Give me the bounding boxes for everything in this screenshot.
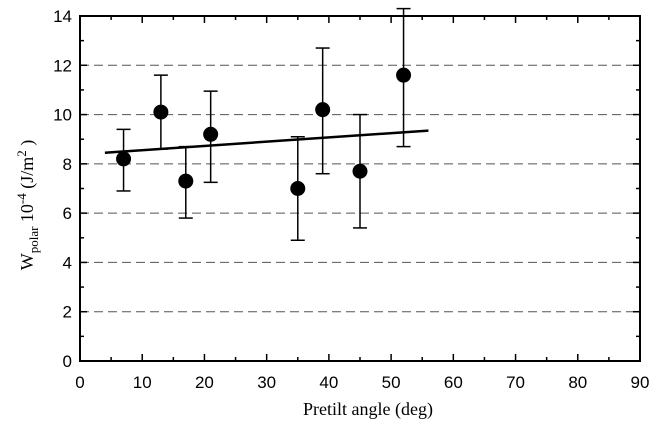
data-point-4 (290, 181, 306, 196)
y-axis-title-unit-open: (J/m (17, 157, 38, 194)
x-tick-label-10: 10 (133, 373, 152, 392)
data-point-2 (178, 173, 194, 189)
data-point-5 (315, 102, 331, 118)
data-point-3 (203, 126, 219, 142)
y-tick-label-4: 4 (63, 253, 72, 272)
y-axis-title-unit-close: ) (17, 140, 38, 151)
x-tick-label-80: 80 (568, 373, 587, 392)
x-tick-label-90: 90 (631, 373, 650, 392)
y-axis-title-exp: -4 (14, 193, 29, 204)
x-axis-title: Pretilt angle (deg) (303, 399, 433, 420)
y-tick-label-12: 12 (53, 56, 72, 75)
y-tick-label-0: 0 (63, 352, 72, 371)
data-point-7 (396, 67, 412, 83)
y-tick-label-14: 14 (53, 7, 72, 26)
error-bars (116, 7, 411, 241)
y-tick-label-8: 8 (63, 155, 72, 174)
data-point-1 (153, 104, 169, 120)
fit-line-group (104, 129, 429, 155)
y-axis-title-unit-exp: 2 (14, 150, 29, 157)
y-axis-title-sub: polar (26, 226, 41, 253)
data-point-0 (116, 151, 132, 167)
data-points (116, 67, 412, 196)
fit-line (104, 129, 429, 155)
x-tick-label-30: 30 (257, 373, 276, 392)
plot-frame (79, 15, 641, 362)
y-axis-title-base: W (17, 253, 37, 270)
y-axis-title-mid: 10 (17, 204, 37, 227)
x-tick-label-70: 70 (506, 373, 525, 392)
data-point-6 (352, 163, 368, 179)
x-tick-label-20: 20 (195, 373, 214, 392)
y-tick-label-2: 2 (63, 303, 72, 322)
y-axis-title: Wpolar 10-4 (J/m2 ) (14, 140, 41, 271)
x-tick-label-50: 50 (382, 373, 401, 392)
y-tick-label-6: 6 (63, 204, 72, 223)
x-tick-label-0: 0 (75, 373, 84, 392)
tick-labels: 0 2 4 6 8 10 12 14 0 10 20 30 40 50 60 70 80 90 (53, 7, 649, 392)
x-tick-label-40: 40 (319, 373, 338, 392)
x-tick-label-60: 60 (444, 373, 463, 392)
y-tick-label-10: 10 (53, 106, 72, 125)
